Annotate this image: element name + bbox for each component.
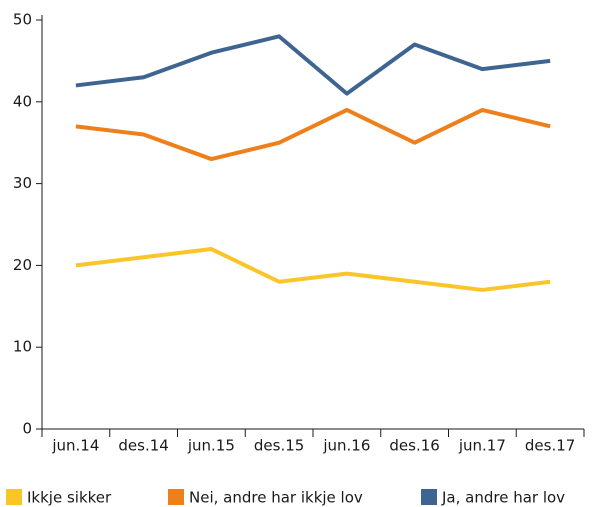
- y-tick-label: 10: [13, 338, 32, 356]
- legend-swatch: [168, 489, 184, 505]
- y-tick-label: 0: [22, 420, 32, 438]
- x-tick-label: des.16: [389, 437, 439, 455]
- y-tick-label: 30: [13, 174, 32, 192]
- y-tick-label: 20: [13, 256, 32, 274]
- legend-swatch: [421, 489, 437, 505]
- legend-label: Ja, andre har lov: [441, 489, 565, 507]
- legend-label: Ikkje sikker: [27, 489, 112, 507]
- y-tick-label: 40: [13, 92, 32, 110]
- x-tick-label: jun.15: [187, 437, 235, 455]
- line-series: [75, 34, 551, 96]
- x-tick-label: des.17: [525, 437, 575, 455]
- y-tick-label: 50: [13, 11, 32, 29]
- x-tick-label: des.14: [118, 437, 168, 455]
- line-series: [75, 107, 551, 162]
- x-tick-label: jun.16: [322, 437, 370, 455]
- x-tick-label: jun.17: [458, 437, 506, 455]
- legend-swatch: [6, 489, 22, 505]
- x-tick-label: jun.14: [51, 437, 99, 455]
- x-tick-label: des.15: [254, 437, 304, 455]
- line-series: [75, 247, 551, 292]
- legend-label: Nei, andre har ikkje lov: [189, 489, 363, 507]
